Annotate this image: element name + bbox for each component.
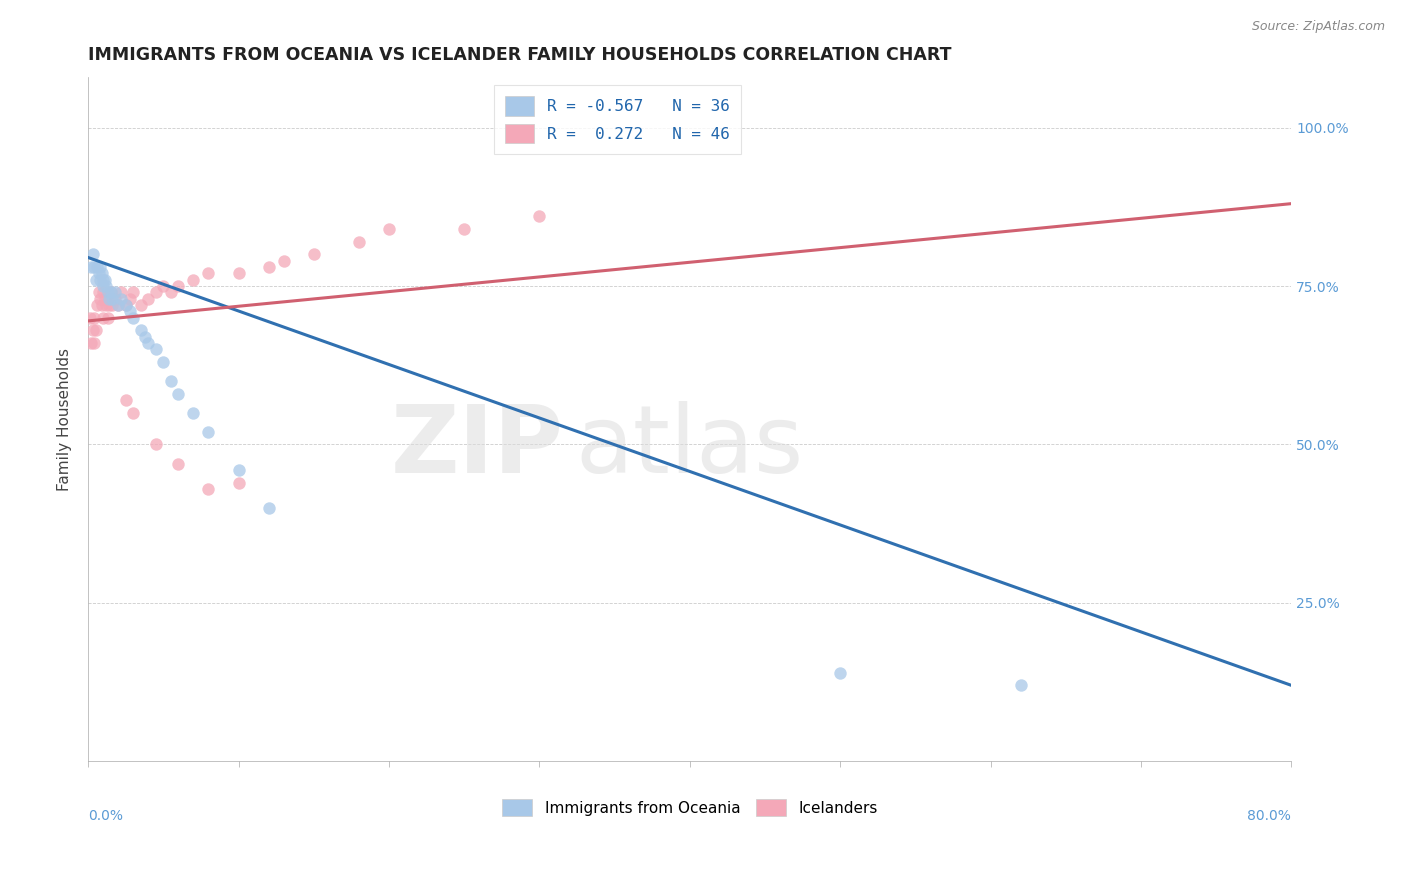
Point [145,437,167,451]
Point [86,298,108,312]
Point [98,292,121,306]
Point [96,279,118,293]
Text: 80.0%: 80.0% [1247,809,1291,823]
Point [529,210,551,224]
Point [167,279,190,293]
Point [97,310,120,325]
Text: 0.0%: 0.0% [89,809,124,823]
Point [110,292,132,306]
Point [93,273,115,287]
Point [228,266,250,280]
Point [114,298,136,312]
Point [91,279,114,293]
Point [197,425,219,439]
Point [82,323,104,337]
Point [378,222,401,236]
Point [129,298,152,312]
Point [145,285,167,300]
Point [107,298,129,312]
Point [453,222,475,236]
Point [347,235,370,249]
Point [98,298,121,312]
Point [100,285,122,300]
Point [152,279,174,293]
Point [104,285,127,300]
Point [167,457,190,471]
Point [228,475,250,490]
Point [89,273,111,287]
Point [136,336,159,351]
Legend: Immigrants from Oceania, Icelanders: Immigrants from Oceania, Icelanders [496,793,884,822]
Point [110,285,132,300]
Point [257,500,280,515]
Point [101,292,124,306]
Point [160,285,183,300]
Point [87,266,110,280]
Point [80,336,103,351]
Point [160,374,183,388]
Point [84,273,107,287]
Point [197,482,219,496]
Y-axis label: Family Households: Family Households [58,348,72,491]
Point [257,260,280,274]
Point [89,260,111,274]
Point [183,273,205,287]
Text: IMMIGRANTS FROM OCEANIA VS ICELANDER FAMILY HOUSEHOLDS CORRELATION CHART: IMMIGRANTS FROM OCEANIA VS ICELANDER FAM… [89,46,952,64]
Point [86,260,108,274]
Point [122,406,145,420]
Point [90,266,112,280]
Point [302,247,325,261]
Point [273,253,295,268]
Point [114,393,136,408]
Point [91,273,114,287]
Point [87,285,110,300]
Point [96,298,118,312]
Point [167,386,190,401]
Point [129,323,152,337]
Point [101,298,124,312]
Point [104,292,127,306]
Point [91,285,114,300]
Point [89,292,111,306]
Text: atlas: atlas [575,401,804,492]
Text: ZIP: ZIP [391,401,564,492]
Point [122,285,145,300]
Point [84,323,107,337]
Point [122,310,145,325]
Point [82,247,104,261]
Point [134,330,156,344]
Point [91,310,114,325]
Point [145,343,167,357]
Point [107,298,129,312]
Point [183,406,205,420]
Point [83,260,105,274]
Point [93,292,115,306]
Point [120,292,142,306]
Point [100,285,122,300]
Point [90,298,112,312]
Point [120,304,142,318]
Point [136,292,159,306]
Point [114,298,136,312]
Point [197,266,219,280]
Text: Source: ZipAtlas.com: Source: ZipAtlas.com [1251,20,1385,33]
Point [1010,678,1032,692]
Point [79,310,101,325]
Point [830,665,852,680]
Point [228,463,250,477]
Point [83,336,105,351]
Point [97,285,120,300]
Point [83,310,105,325]
Point [80,260,103,274]
Point [152,355,174,369]
